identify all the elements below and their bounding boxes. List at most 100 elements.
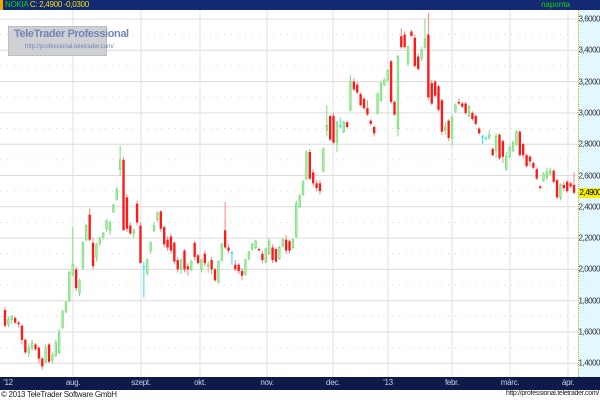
- candle-down: [552, 170, 555, 182]
- candle-up: [95, 243, 98, 258]
- candle-down: [312, 172, 315, 184]
- candle-down: [430, 83, 433, 104]
- candle-down: [555, 180, 559, 198]
- candle-down: [122, 159, 125, 231]
- candlestick-chart: [0, 10, 578, 377]
- candle-down: [20, 325, 24, 340]
- candle-up: [44, 347, 47, 363]
- x-tick-label: aug.: [65, 378, 81, 387]
- candle-down: [417, 56, 420, 70]
- candle-down: [566, 181, 569, 192]
- candle-up: [450, 117, 454, 139]
- candle-down: [464, 103, 467, 113]
- candle-down: [203, 253, 207, 264]
- teletrader-watermark: TeleTrader Professional http://professio…: [8, 26, 129, 56]
- candle-down: [501, 141, 505, 157]
- candle-up: [549, 170, 552, 175]
- candle-up: [251, 243, 254, 250]
- x-tick-label: '13: [383, 378, 393, 387]
- candle-down: [135, 203, 139, 223]
- candle-up: [108, 221, 112, 231]
- symbol-color-marker: [0, 0, 3, 10]
- candle-up: [132, 229, 135, 234]
- candle-down: [3, 310, 7, 326]
- candle-up: [54, 342, 57, 356]
- x-tick-label: okt.: [194, 378, 206, 387]
- candle-down: [284, 239, 288, 251]
- copyright-text: © 2013 TeleTrader Software GmbH: [1, 390, 117, 399]
- y-tick-label: 2,4000: [578, 202, 600, 212]
- candle-down: [535, 169, 538, 179]
- candle-up: [146, 259, 149, 274]
- candle-up: [322, 148, 325, 172]
- candle-up: [295, 203, 298, 238]
- candle-down: [362, 98, 366, 109]
- footer-url-link[interactable]: http://professional.teletrader.com/: [506, 390, 599, 397]
- candle-up: [64, 301, 68, 313]
- candle-up: [247, 251, 251, 259]
- candle-up: [467, 106, 471, 117]
- candle-down: [498, 134, 501, 159]
- candle-up: [152, 225, 156, 231]
- y-tick-label: 2,2000: [578, 233, 600, 243]
- candle-up: [559, 184, 562, 198]
- candle-up: [105, 220, 108, 230]
- candle-down: [308, 152, 312, 179]
- candle-down: [332, 116, 335, 143]
- price-axis: 3,6000 3,4000 3,2000 3,0000 2,8000 2,6000 2,40…: [578, 10, 600, 377]
- candle-down: [413, 37, 417, 66]
- candle-down: [372, 126, 376, 134]
- period-label[interactable]: naponta: [541, 0, 570, 9]
- candle-down: [389, 61, 393, 102]
- date-axis: '12 aug. szept. okt. nov. dec. '13 febr. márc. áp…: [0, 377, 578, 390]
- watermark-url: http://professional.teletrader.com/: [25, 44, 114, 50]
- candle-up: [207, 264, 210, 267]
- candle-down: [237, 264, 240, 271]
- candle-down: [471, 112, 474, 120]
- candle-up: [78, 279, 81, 294]
- candle-down: [491, 148, 494, 156]
- candle-up: [406, 46, 410, 64]
- candle-down: [532, 162, 535, 168]
- candle-up: [349, 81, 352, 111]
- candle-down: [518, 131, 521, 156]
- candle-down: [318, 183, 322, 192]
- candle-up: [149, 242, 152, 252]
- candle-down: [47, 344, 51, 362]
- candle-down: [427, 34, 430, 98]
- candle-up: [542, 173, 545, 181]
- candle-down: [227, 247, 230, 251]
- candle-down: [139, 225, 142, 264]
- candle-up: [454, 104, 457, 112]
- candle-down: [569, 183, 572, 187]
- candle-down: [274, 249, 278, 262]
- candle-down: [447, 120, 450, 138]
- candle-down: [271, 247, 274, 261]
- candle-down: [240, 270, 244, 276]
- candle-up: [423, 38, 427, 48]
- candle-down: [196, 255, 200, 264]
- candle-down: [403, 34, 406, 48]
- candle-up: [342, 121, 345, 133]
- candle-up: [7, 318, 10, 325]
- candle-down: [13, 317, 17, 323]
- candle-up: [118, 159, 122, 170]
- candle-up: [396, 56, 400, 130]
- candle-up: [278, 246, 281, 259]
- candle-up: [291, 239, 295, 248]
- chart-plot-area[interactable]: TeleTrader Professional http://professio…: [0, 10, 578, 377]
- x-tick-label: szept.: [131, 378, 151, 387]
- candle-up: [545, 171, 549, 178]
- candle-up: [301, 181, 305, 195]
- candle-up: [254, 240, 257, 248]
- quote-value: C: 2,4900 -0,0300: [29, 0, 89, 9]
- candle-down: [369, 120, 372, 124]
- candle-down: [41, 358, 44, 367]
- y-tick-label: 3,6000: [578, 14, 600, 24]
- candle-up: [200, 259, 203, 270]
- candle-down: [162, 227, 166, 245]
- candle-up: [379, 82, 383, 101]
- candle-down: [173, 242, 176, 262]
- watermark-title: TeleTrader Professional: [14, 28, 129, 40]
- candle-down: [457, 101, 461, 104]
